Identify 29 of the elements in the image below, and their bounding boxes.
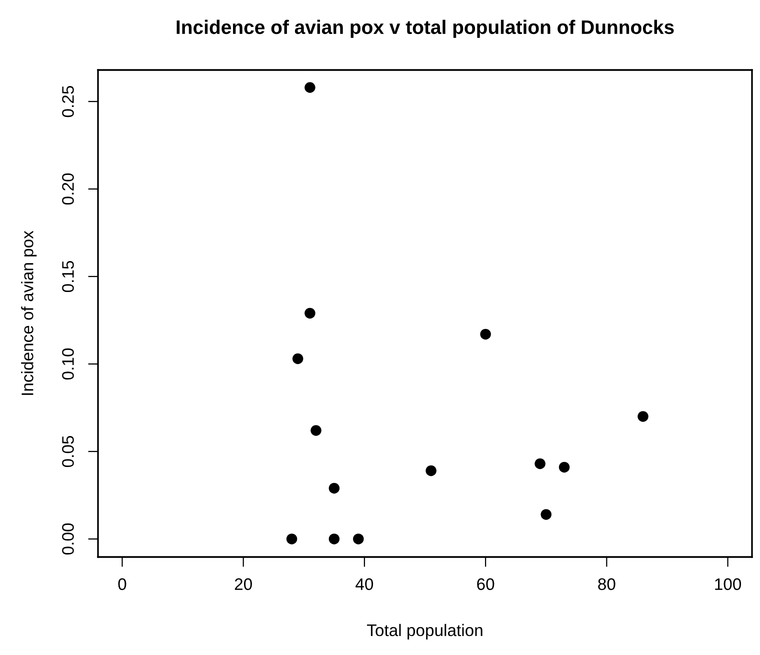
point	[353, 534, 364, 544]
x-tick-label: 80	[598, 578, 616, 590]
point	[328, 534, 340, 544]
point	[304, 82, 316, 93]
point	[310, 425, 322, 436]
point	[286, 534, 298, 544]
point	[328, 482, 340, 494]
y-tick-label: 0.05	[62, 436, 74, 468]
chart-title: Incidence of avian pox v total population of Dunnocks	[176, 20, 674, 38]
y-tick-label: 0.10	[62, 348, 74, 380]
point	[292, 353, 304, 364]
point	[540, 509, 552, 520]
x-tick-label: 100	[715, 578, 742, 590]
point	[534, 458, 546, 470]
y-tick-label: 0.20	[62, 173, 74, 205]
point	[304, 308, 316, 319]
y-axis-title: Incidence of avian pox	[21, 230, 37, 395]
x-tick-label: 20	[234, 578, 252, 590]
x-tick-label: 60	[477, 578, 494, 590]
point	[638, 411, 648, 422]
point	[426, 465, 436, 476]
x-tick-label: 40	[356, 578, 374, 590]
y-tick-label: 0.00	[62, 523, 74, 555]
y-tick-label: 0.25	[62, 86, 74, 118]
point	[558, 462, 570, 473]
x-axis-title: Total population	[367, 624, 482, 640]
y-tick-label: 0.15	[62, 260, 74, 292]
point	[480, 328, 491, 340]
x-tick-label: 0	[118, 578, 126, 590]
